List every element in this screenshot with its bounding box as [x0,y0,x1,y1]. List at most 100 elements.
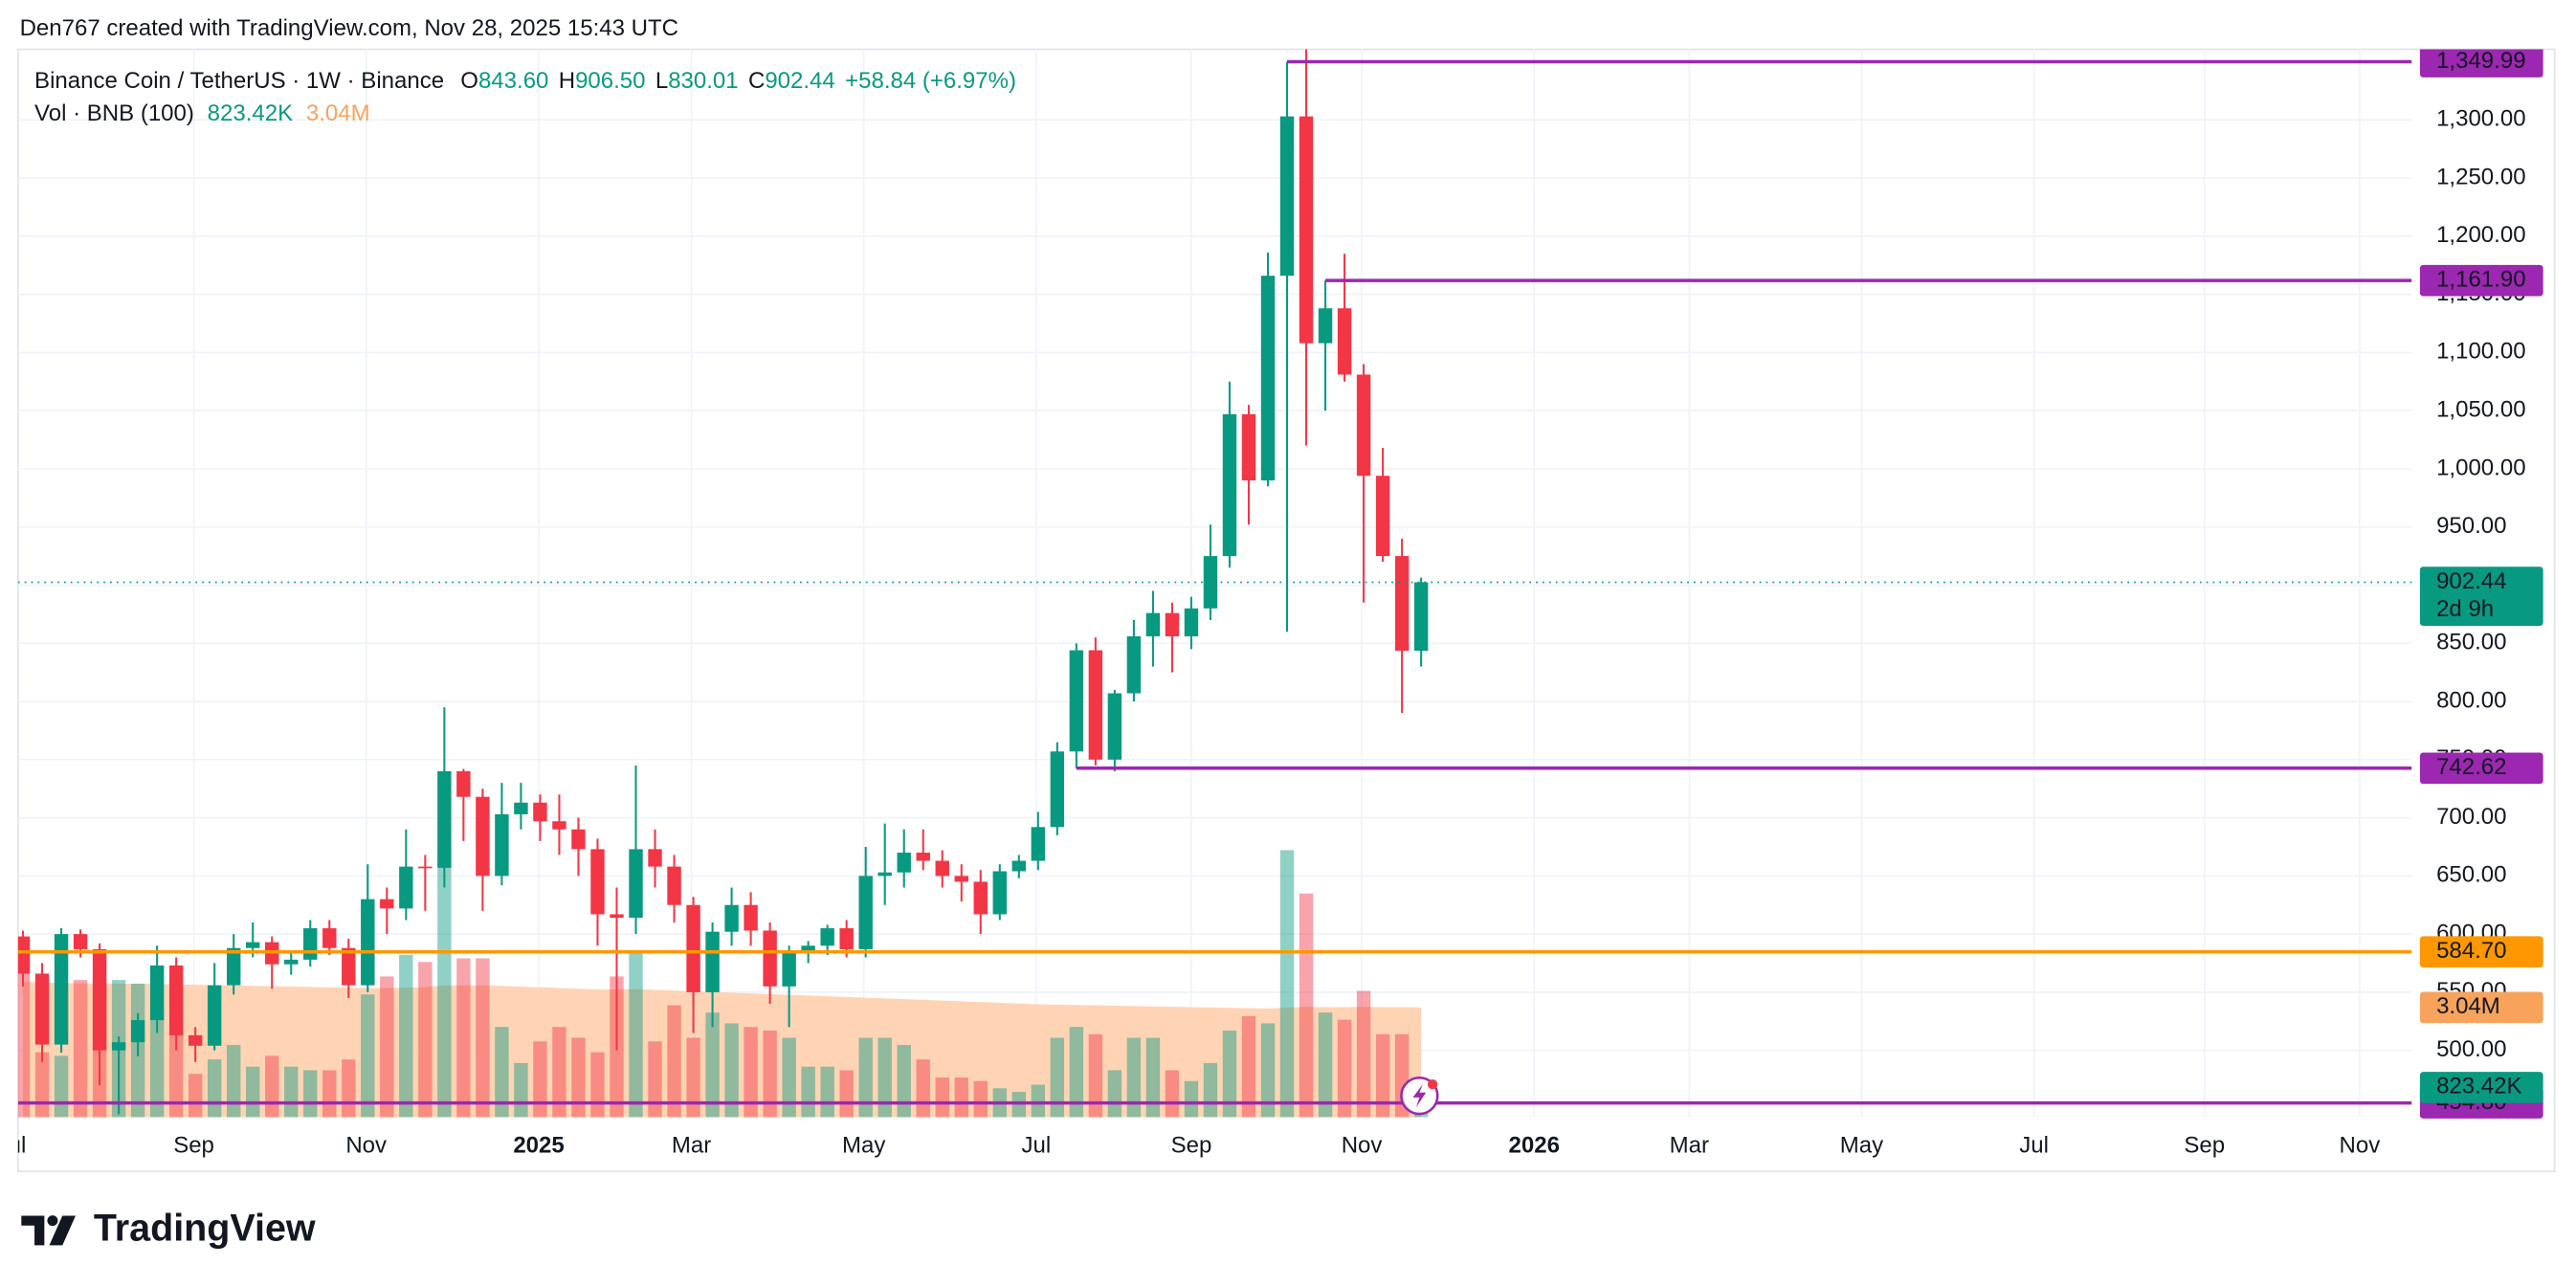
volume-bar [1260,1023,1276,1118]
alert-bolt[interactable] [1412,1084,1427,1108]
volume-bar [1050,1037,1065,1118]
candle-body [877,872,892,877]
logo-slash [49,1215,76,1246]
candle-body [380,899,394,909]
candle-body [686,904,700,992]
legend-volume-line: Vol · BNB (100) 823.42K 3.04M [34,101,370,127]
legend-value: 830.01 [668,68,738,94]
candle-body [935,860,949,877]
level-badge [2419,936,2543,968]
x-tick-label: Sep [173,1133,214,1159]
volume-bar [418,962,433,1118]
y-tick-label: 1,100.00 [2436,339,2525,365]
legend-symbol: Binance Coin / TetherUS · 1W · Binance [34,68,444,94]
price-axis: 500.00550.00600.00650.00700.00750.00800.… [2419,49,2543,1119]
y-tick-label: 1,200.00 [2436,222,2525,248]
volume-bar [437,850,452,1118]
y-tick-label: 650.00 [2436,862,2506,888]
candle-body [1011,860,1027,872]
volume-bar [342,1059,356,1118]
volume-bar [1337,1019,1352,1118]
price-badge-text: 902.44 [2436,568,2506,594]
candle-body [514,802,528,814]
volume-bar [361,994,375,1118]
candle-body [820,928,834,946]
candle-body [973,881,988,915]
volume-bar [1031,1084,1046,1118]
volume-bar [322,1070,337,1118]
candle-body [629,849,643,919]
candle-body [1413,582,1429,652]
chart-frame [17,48,2556,1172]
x-tick-label: 2026 [1509,1133,1560,1159]
time-axis: ul Sep Nov 2025 Mar May Jul Sep Nov 2026 Mar May Jul… [18,1133,2381,1159]
candle-body [552,821,566,830]
candle-body [456,770,471,797]
volume-bar [935,1077,949,1118]
legend-key: H [559,68,575,94]
y-tick-label: 700.00 [2436,804,2506,830]
y-tick-label: 1,250.00 [2436,164,2525,189]
candle-body [437,770,452,868]
volume-bar [284,1066,299,1118]
legend-value: 843.60 [478,68,548,94]
volume-ma-area [23,982,1422,1118]
candle-body [54,934,69,1045]
volume-bar [399,954,413,1118]
candle-body [705,931,720,992]
price-badge [2419,566,2543,627]
candle-body [533,802,547,822]
volume-bar [877,1037,892,1118]
volume-bar [724,1023,739,1118]
candle-body [1222,413,1237,557]
alert-dot[interactable] [1427,1078,1438,1090]
volume-bar [973,1080,988,1118]
volume-bar [590,1052,605,1118]
candle-body [1394,556,1410,652]
volume-bar [916,1059,930,1118]
legend-key: C [748,68,765,94]
x-tick-label: Jul [1021,1133,1051,1159]
footer-logo: TradingView [21,1207,316,1249]
legend-volume-ma: 3.04M [306,101,370,127]
volume-bar [149,1012,165,1118]
volume-bar [897,1045,911,1118]
level-text: 584.70 [2436,938,2506,964]
y-tick-label: 800.00 [2436,687,2506,713]
volume-bar [533,1041,547,1118]
volume-last-badge [2419,1072,2543,1103]
x-tick-label: Nov [2340,1133,2381,1159]
candle-body [1069,650,1084,752]
volume-bar [705,1012,720,1118]
logo-mark [21,1215,45,1246]
candle-body [954,876,968,882]
candle-body [168,965,184,1035]
x-tick-label: Sep [2184,1133,2225,1159]
volume-bar [1241,1015,1256,1118]
candle-body [1145,612,1161,636]
candle-body [1050,751,1065,828]
candle-body [207,985,222,1046]
footer-brand: TradingView [94,1207,316,1249]
grid [17,49,2412,1118]
volume-bar [1184,1080,1199,1118]
candle-body [744,904,758,931]
volume-bar [1299,893,1314,1118]
candle-body [1279,116,1295,277]
volume-bar [801,1066,815,1118]
legend-line: Binance Coin / TetherUS · 1W · Binance O8… [34,68,1016,94]
alert-icon[interactable] [1400,1076,1439,1116]
volume-bar [246,1066,260,1118]
volume-last-text: 823.42K [2436,1074,2521,1099]
level-badge [2419,752,2543,785]
candle-body [992,871,1008,915]
legend-change: +58.84 (+6.97%) [845,68,1016,94]
volume-bar [552,1027,566,1118]
candle-body [246,942,260,948]
volume-bar [1069,1027,1084,1118]
x-tick-label: Mar [1670,1133,1709,1159]
volume-bar [188,1074,203,1118]
candle-body [130,1020,145,1043]
volume-bar [207,1059,222,1118]
level-layer [17,59,2412,1105]
